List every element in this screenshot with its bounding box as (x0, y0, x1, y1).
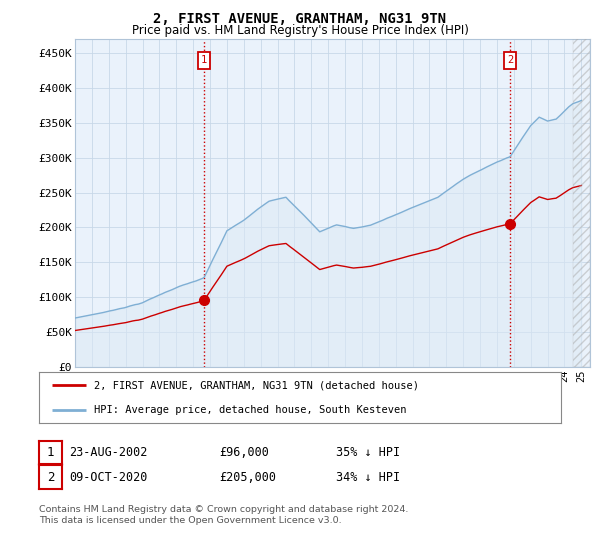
Text: 23-AUG-2002: 23-AUG-2002 (69, 446, 148, 459)
Text: 1: 1 (201, 55, 207, 66)
Text: HPI: Average price, detached house, South Kesteven: HPI: Average price, detached house, Sout… (94, 405, 406, 415)
Text: £96,000: £96,000 (219, 446, 269, 459)
Text: 2, FIRST AVENUE, GRANTHAM, NG31 9TN: 2, FIRST AVENUE, GRANTHAM, NG31 9TN (154, 12, 446, 26)
Text: £205,000: £205,000 (219, 470, 276, 484)
Text: 34% ↓ HPI: 34% ↓ HPI (336, 470, 400, 484)
Text: Price paid vs. HM Land Registry's House Price Index (HPI): Price paid vs. HM Land Registry's House … (131, 24, 469, 36)
Text: Contains HM Land Registry data © Crown copyright and database right 2024.
This d: Contains HM Land Registry data © Crown c… (39, 505, 409, 525)
Text: 2: 2 (507, 55, 513, 66)
Text: 2, FIRST AVENUE, GRANTHAM, NG31 9TN (detached house): 2, FIRST AVENUE, GRANTHAM, NG31 9TN (det… (94, 380, 419, 390)
Text: 09-OCT-2020: 09-OCT-2020 (69, 470, 148, 484)
Text: 35% ↓ HPI: 35% ↓ HPI (336, 446, 400, 459)
Text: 1: 1 (47, 446, 54, 459)
Text: 2: 2 (47, 470, 54, 484)
